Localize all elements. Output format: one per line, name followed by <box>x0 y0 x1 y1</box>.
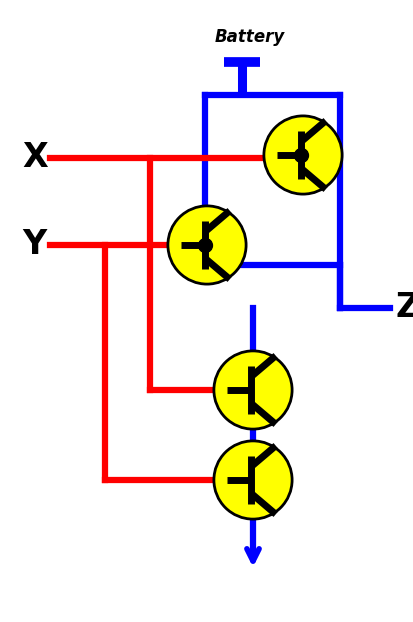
Text: X: X <box>22 141 47 175</box>
Ellipse shape <box>263 116 341 194</box>
Ellipse shape <box>168 206 245 284</box>
Ellipse shape <box>214 441 292 519</box>
Ellipse shape <box>214 351 292 429</box>
Text: Battery: Battery <box>214 28 285 46</box>
Text: Y: Y <box>22 228 46 261</box>
Text: Z: Z <box>395 292 413 325</box>
